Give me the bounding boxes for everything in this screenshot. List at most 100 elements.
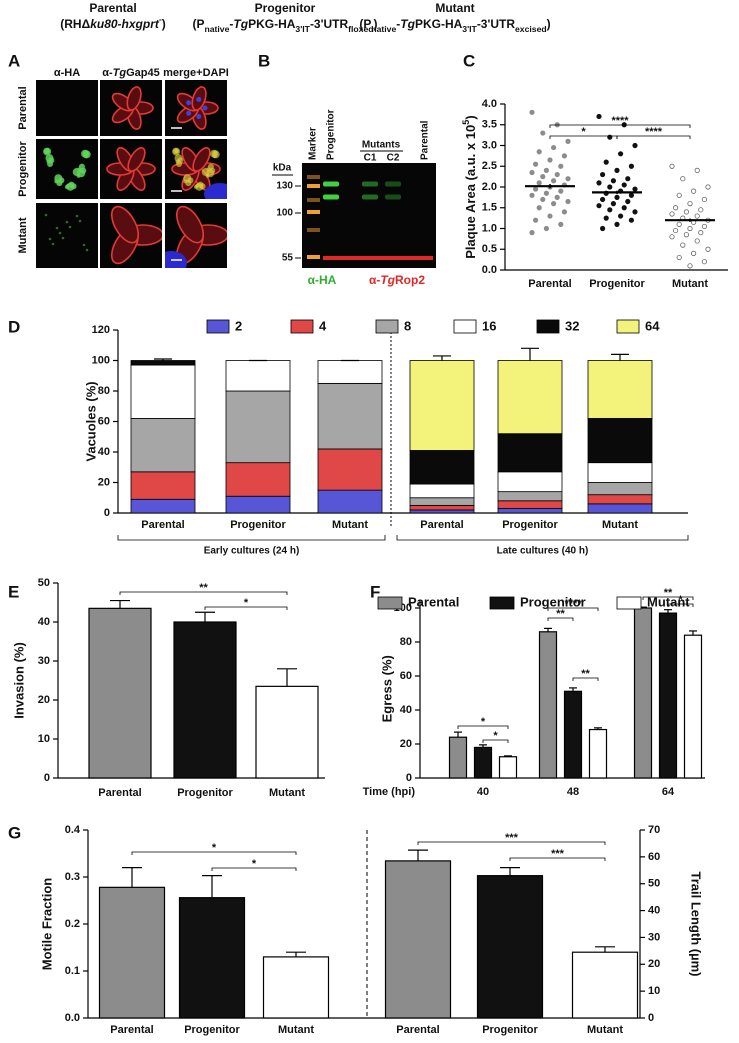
signal [210, 149, 219, 158]
column-label-part: merge+DAPI [163, 67, 229, 79]
signal [68, 225, 72, 229]
bar-segment [317, 448, 383, 491]
legend-swatch [489, 596, 515, 610]
row-label: Mutant [17, 217, 29, 253]
data-point [554, 171, 560, 178]
data-point [687, 201, 693, 207]
probe-label-part: α- [369, 273, 380, 287]
bar-segment [225, 462, 291, 497]
data-point [536, 205, 542, 211]
signal [46, 159, 51, 164]
probe-label: α-HA [308, 273, 337, 287]
nucleus [186, 110, 192, 116]
nucleus [202, 105, 208, 111]
micrograph-bg [36, 80, 98, 136]
bar [498, 756, 518, 779]
y-tick-label: 0 [104, 507, 110, 519]
ha-band [323, 194, 339, 200]
y-axis-label: Trail Length (µm) [689, 872, 704, 977]
bar-segment [225, 390, 291, 464]
bar-segment [409, 450, 475, 485]
signal [70, 183, 77, 190]
signal [175, 159, 180, 164]
data-point [694, 238, 700, 244]
strain-genotype-part: ku80-hxgprt [90, 17, 160, 31]
strain-name: Progenitor [255, 1, 316, 15]
y-tick-label: 30 [38, 655, 50, 667]
column-label-part: Gap45 [126, 67, 160, 79]
strain-genotype-part: - [159, 14, 162, 24]
ha-band [362, 194, 378, 200]
parasite [110, 205, 140, 244]
group-bracket [117, 535, 386, 541]
data-point [610, 178, 617, 184]
data-point [561, 153, 568, 159]
data-point [669, 234, 675, 240]
bar [255, 685, 319, 779]
x-tick-label: Parental [141, 519, 184, 531]
column-label-part: α-HA [54, 67, 80, 79]
sig-bracket [204, 606, 288, 610]
x-axis-label: Time (hpi) [363, 786, 416, 798]
x-tick-label: 40 [477, 786, 489, 798]
micrograph [36, 80, 98, 136]
bar [473, 746, 493, 779]
marker-band [307, 198, 320, 202]
y-tick-label: 40 [98, 446, 110, 458]
data-point [632, 142, 638, 149]
marker-band [307, 255, 320, 259]
parasite [192, 147, 211, 172]
y-tick-label: 80 [400, 636, 412, 648]
sig-bracket [417, 841, 606, 845]
lane-label: Marker [308, 127, 319, 160]
data-point [632, 209, 638, 215]
bar-segment [225, 495, 291, 514]
x-tick-label: Progenitor [482, 1024, 538, 1036]
data-point [701, 223, 708, 230]
bar [538, 631, 558, 779]
nucleus [196, 96, 202, 102]
panel-letter: D [8, 317, 20, 336]
data-point [698, 207, 704, 213]
strain-name: Parental [89, 1, 136, 15]
x-tick-label: Mutant [269, 787, 305, 799]
lane-label: C1 [364, 153, 377, 164]
data-point [540, 174, 546, 180]
y-tick-label: 20 [98, 476, 110, 488]
bar-segment [587, 360, 653, 419]
data-point [550, 201, 557, 207]
bar [571, 951, 639, 1019]
data-point [687, 263, 693, 269]
legend-swatch [375, 319, 399, 334]
panel-letter: A [8, 51, 20, 70]
signal [201, 168, 210, 177]
data-point [614, 221, 620, 227]
y-tick-label: 40 [38, 616, 50, 628]
column-label-part: Tg [113, 67, 127, 79]
group-bracket [396, 535, 689, 541]
data-point [558, 221, 564, 227]
bar [476, 875, 544, 1019]
x-tick-label: Progenitor [230, 519, 286, 531]
bar-segment [587, 494, 653, 505]
signal [65, 220, 69, 224]
x-tick-label: Mutant [672, 278, 708, 290]
signal [58, 177, 65, 184]
ha-band [362, 181, 378, 187]
y-tick-label: 120 [92, 324, 110, 336]
column-label: α-TgGap45 [102, 67, 160, 79]
x-tick-label: Parental [420, 519, 463, 531]
data-point [596, 180, 602, 186]
bar-segment [497, 508, 563, 514]
y-tick-label: 20 [648, 958, 660, 970]
data-point [596, 203, 602, 209]
data-point [607, 184, 613, 190]
kda-label: kDa [273, 163, 292, 174]
signal [75, 214, 79, 218]
data-point [532, 161, 539, 167]
bar-segment [225, 360, 291, 392]
strain-genotype: (Pnative-TgPKG-HA3'IT-3'UTRexcised) [359, 17, 550, 34]
signal [78, 219, 82, 223]
data-point [547, 157, 553, 163]
sig-label: ** [199, 582, 208, 594]
